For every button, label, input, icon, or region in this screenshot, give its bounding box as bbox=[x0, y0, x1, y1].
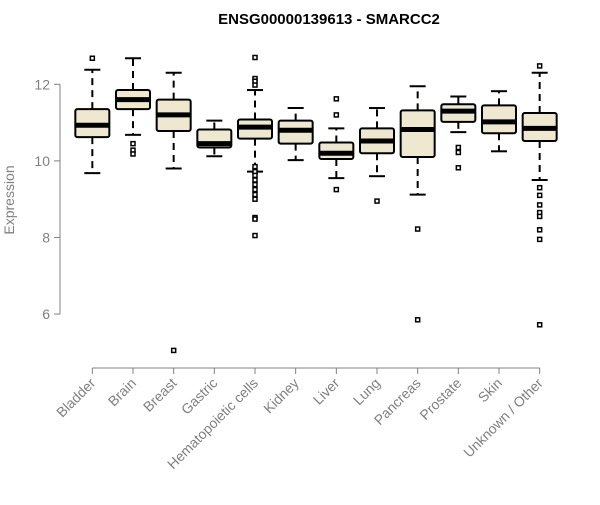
y-axis-title: Expression bbox=[1, 165, 17, 234]
box-liver bbox=[318, 96, 355, 193]
x-tick-label: Skin bbox=[475, 375, 506, 406]
boxes-group bbox=[74, 54, 558, 354]
outlier-point bbox=[252, 177, 258, 183]
box-kidney bbox=[277, 107, 314, 162]
box-gastric bbox=[196, 119, 233, 158]
outlier-point bbox=[536, 63, 543, 69]
outlier-point bbox=[170, 347, 177, 354]
outlier-point bbox=[89, 55, 96, 62]
x-tick-label: Bladder bbox=[53, 375, 99, 421]
outlier-point bbox=[130, 140, 136, 147]
outlier-point bbox=[455, 144, 462, 151]
box-breast bbox=[155, 71, 192, 354]
chart-title: ENSG00000139613 - SMARCC2 bbox=[218, 11, 440, 28]
outlier-point bbox=[414, 226, 421, 232]
outlier-point bbox=[333, 112, 340, 118]
outlier-point bbox=[333, 96, 340, 102]
outlier-point bbox=[252, 191, 258, 198]
box-unknown-other bbox=[521, 63, 558, 328]
outlier-point bbox=[536, 213, 543, 220]
box-skin bbox=[481, 90, 517, 153]
box-hematopoietic-cells bbox=[237, 54, 273, 239]
box-prostate bbox=[440, 95, 477, 171]
outlier-point bbox=[252, 186, 258, 193]
outlier-point bbox=[536, 227, 543, 233]
outlier-point bbox=[252, 82, 258, 88]
outlier-point bbox=[536, 184, 543, 191]
x-tick-label: Liver bbox=[310, 375, 343, 408]
box-bladder bbox=[74, 55, 111, 175]
outlier-point bbox=[374, 198, 380, 204]
outlier-point bbox=[455, 165, 462, 171]
box-body bbox=[399, 109, 436, 159]
outlier-point bbox=[536, 192, 543, 199]
box-brain bbox=[115, 57, 151, 157]
outlier-point bbox=[536, 202, 543, 208]
outlier-point bbox=[333, 186, 340, 193]
outlier-point bbox=[536, 322, 543, 328]
box-pancreas bbox=[399, 85, 436, 323]
outlier-point bbox=[455, 149, 462, 156]
outlier-point bbox=[536, 236, 543, 243]
outlier-point bbox=[252, 54, 258, 61]
x-tick-label: Prostate bbox=[416, 375, 464, 423]
box-lung bbox=[359, 107, 395, 204]
outlier-point bbox=[252, 181, 258, 188]
y-tick-label: 12 bbox=[34, 76, 50, 92]
y-tick-label: 10 bbox=[34, 153, 50, 169]
outlier-point bbox=[414, 317, 421, 323]
outlier-point bbox=[252, 196, 258, 202]
y-axis: 6 8 10 12 bbox=[34, 76, 61, 322]
outlier-point bbox=[252, 216, 258, 222]
x-tick-label: Kidney bbox=[260, 375, 302, 417]
x-tick-label: Lung bbox=[350, 375, 383, 408]
x-tick-label: Breast bbox=[140, 375, 180, 415]
outlier-point bbox=[130, 151, 136, 157]
outlier-point bbox=[252, 232, 258, 239]
y-tick-label: 8 bbox=[42, 229, 50, 245]
outlier-point bbox=[252, 172, 258, 179]
y-tick-label: 6 bbox=[42, 306, 50, 322]
x-tick-label: Brain bbox=[105, 375, 139, 409]
outlier-point bbox=[252, 163, 258, 170]
